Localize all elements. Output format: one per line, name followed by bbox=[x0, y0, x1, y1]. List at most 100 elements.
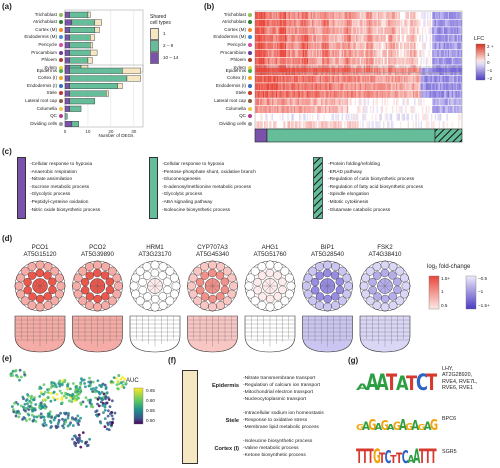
epidermis-cell bbox=[78, 296, 88, 306]
heat-cell bbox=[349, 12, 351, 19]
heat-cell bbox=[420, 68, 422, 75]
heat-cell bbox=[443, 42, 446, 50]
heat-cell bbox=[336, 27, 338, 35]
heat-cell bbox=[328, 57, 331, 65]
heat-cell bbox=[304, 75, 306, 83]
umap-point bbox=[70, 416, 74, 420]
panel-label-a: (a) bbox=[2, 2, 12, 11]
hatched-term: -Regulation of cutin biosynthetic proces… bbox=[328, 177, 415, 183]
heat-cell bbox=[392, 34, 394, 42]
heat-cell bbox=[414, 50, 416, 57]
heat-cell bbox=[451, 27, 453, 35]
umap-point bbox=[80, 440, 84, 443]
heat-cell bbox=[305, 98, 307, 106]
heat-cell bbox=[336, 50, 338, 57]
heat-cell bbox=[437, 106, 439, 113]
heat-cell bbox=[337, 98, 340, 106]
heat-cell bbox=[408, 83, 411, 91]
gene-name: AHG1 bbox=[261, 244, 279, 251]
heat-cell bbox=[298, 98, 301, 106]
heat-cell bbox=[300, 113, 302, 121]
heat-cell bbox=[386, 34, 389, 42]
heat-cell bbox=[278, 50, 280, 57]
heat-cell bbox=[326, 106, 328, 113]
heat-cell bbox=[257, 98, 259, 106]
heat-cell bbox=[449, 19, 451, 27]
heat-cell bbox=[442, 83, 444, 91]
heat-cell bbox=[287, 68, 289, 75]
heat-cell bbox=[295, 57, 297, 65]
heat-cell bbox=[301, 75, 303, 83]
heat-cell bbox=[403, 50, 406, 57]
epidermis-cell bbox=[43, 262, 53, 271]
heat-cell bbox=[381, 57, 384, 65]
epidermis-cell bbox=[165, 266, 175, 276]
heat-cell bbox=[350, 12, 353, 19]
heat-cell bbox=[423, 68, 425, 75]
heat-cell bbox=[392, 121, 394, 129]
heat-cell bbox=[359, 19, 362, 27]
heat-cell bbox=[399, 57, 402, 65]
heat-cell bbox=[309, 75, 311, 83]
a-bot-dot bbox=[59, 68, 63, 73]
heat-cell bbox=[456, 12, 459, 19]
heat-cell bbox=[397, 90, 399, 98]
heat-cell bbox=[300, 19, 302, 27]
heat-cell bbox=[376, 121, 378, 129]
motif-letter: A bbox=[387, 424, 395, 433]
heat-cell bbox=[317, 57, 319, 65]
heat-cell bbox=[335, 98, 337, 106]
heat-cell bbox=[403, 57, 406, 65]
motif-letter: A bbox=[407, 454, 414, 466]
blue-tick-3: −1.5+ bbox=[478, 303, 490, 308]
umap-point bbox=[25, 398, 29, 401]
heat-cell bbox=[458, 98, 460, 106]
heat-cell bbox=[405, 90, 407, 98]
heat-cell bbox=[305, 12, 307, 19]
heat-cell bbox=[333, 90, 336, 98]
heat-cell bbox=[415, 90, 417, 98]
heat-cell bbox=[392, 27, 394, 35]
heat-cell bbox=[309, 98, 311, 106]
heat-cell bbox=[384, 50, 386, 57]
blue-tick-2: −1 bbox=[478, 289, 484, 294]
heat-cell bbox=[370, 27, 372, 35]
heat-cell bbox=[305, 34, 307, 42]
heat-cell bbox=[293, 50, 296, 57]
heat-cell bbox=[385, 113, 388, 121]
heat-cell bbox=[454, 106, 456, 113]
heat-cell bbox=[267, 27, 270, 35]
heat-cell bbox=[390, 113, 393, 121]
heat-cell bbox=[427, 113, 429, 121]
heat-cell bbox=[415, 19, 417, 27]
heat-cell bbox=[411, 42, 413, 50]
umap-point bbox=[16, 375, 20, 379]
heat-cell bbox=[260, 90, 262, 98]
heat-cell bbox=[298, 12, 301, 19]
heat-cell bbox=[383, 34, 385, 42]
heat-cell bbox=[266, 98, 268, 106]
heat-cell bbox=[257, 50, 259, 57]
heat-cell bbox=[310, 42, 312, 50]
heat-cell bbox=[385, 65, 388, 73]
legend-label-10-14: 10 – 14 bbox=[163, 55, 179, 60]
tissue-term: -Nucleocytoplasmic transport bbox=[243, 397, 307, 402]
heat-cell bbox=[291, 57, 293, 65]
auc-legend-title: AUC bbox=[126, 378, 139, 384]
heat-cell bbox=[396, 106, 398, 113]
panel-label-g: (g) bbox=[348, 356, 359, 365]
heat-cell bbox=[269, 12, 271, 19]
heat-cell bbox=[447, 83, 450, 91]
panel-label-c: (c) bbox=[2, 147, 12, 156]
umap-point bbox=[100, 390, 104, 394]
heat-cell bbox=[451, 12, 453, 19]
heat-cell bbox=[437, 50, 439, 57]
heat-cell bbox=[255, 57, 257, 65]
heat-cell bbox=[405, 106, 407, 113]
heat-cell bbox=[443, 75, 446, 83]
heat-cell bbox=[342, 50, 345, 57]
heat-cell bbox=[289, 75, 292, 83]
umap-point bbox=[12, 410, 16, 414]
heat-cell bbox=[324, 121, 327, 129]
heat-cell bbox=[354, 42, 356, 50]
